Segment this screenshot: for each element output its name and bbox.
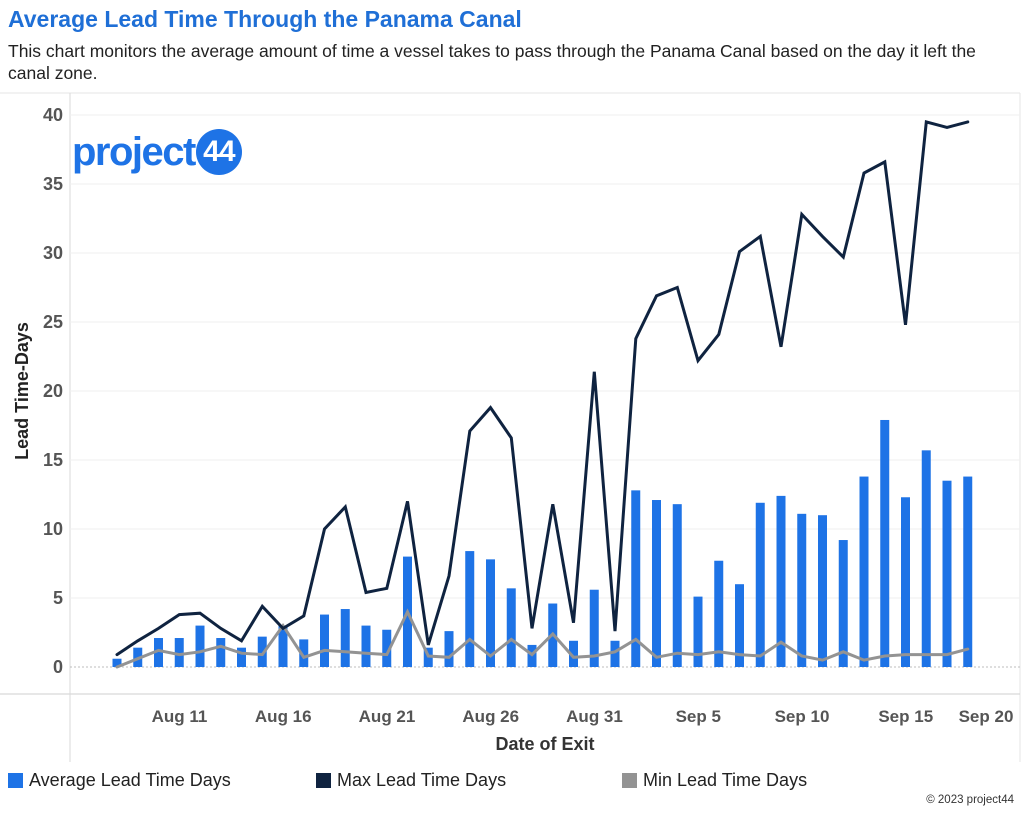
x-tick-0: Aug 11: [152, 707, 208, 726]
avg-bar-36: [859, 476, 869, 667]
avg-bar-37: [880, 419, 890, 667]
x-tick-7: Sep 15: [878, 707, 933, 726]
avg-bar-0: [112, 658, 122, 667]
logo-text: project: [72, 129, 196, 174]
avg-bar-40: [942, 480, 952, 667]
avg-bar-31: [755, 502, 765, 667]
avg-bar-11: [340, 609, 350, 667]
page-title: Average Lead Time Through the Panama Can…: [8, 6, 522, 32]
avg-bar-32: [776, 495, 786, 667]
avg-bar-13: [382, 629, 392, 667]
x-tick-6: Sep 10: [775, 707, 830, 726]
legend-item-min: Min Lead Time Days: [622, 770, 807, 791]
avg-bars: [112, 419, 973, 667]
y-tick-5: 5: [53, 588, 63, 608]
avg-bar-24: [610, 640, 620, 667]
avg-bar-7: [257, 636, 267, 667]
avg-bar-19: [506, 588, 516, 667]
avg-bar-33: [797, 513, 807, 667]
avg-bar-23: [589, 589, 599, 667]
avg-bar-10: [320, 614, 329, 667]
legend-label-max: Max Lead Time Days: [337, 770, 507, 790]
x-axis-label: Date of Exit: [495, 734, 594, 754]
y-tick-20: 20: [43, 381, 63, 401]
project44-logo: project 44: [72, 126, 242, 178]
copyright-notice: © 2023 project44: [926, 794, 1014, 806]
avg-bar-41: [963, 476, 973, 667]
avg-bar-17: [465, 551, 475, 667]
avg-bar-26: [652, 500, 661, 667]
avg-bar-25: [631, 490, 641, 667]
y-tick-labels: 0 5 10 15 20 25 30 35 40: [43, 105, 63, 677]
avg-bar-5: [216, 638, 226, 667]
max-line: [115, 119, 970, 657]
legend-label-avg: Average Lead Time Days: [29, 770, 231, 790]
y-tick-15: 15: [43, 450, 63, 470]
y-axis-label: Lead Time-Days: [12, 322, 32, 460]
x-tick-2: Aug 21: [359, 707, 416, 726]
avg-bar-2: [154, 638, 163, 667]
min-line: [115, 608, 970, 669]
avg-bar-28: [693, 596, 703, 667]
page-subtitle: This chart monitors the average amount o…: [8, 41, 976, 83]
series-lines: [115, 119, 970, 669]
legend-swatch-min: [622, 773, 637, 788]
avg-bar-38: [901, 497, 910, 667]
y-tick-25: 25: [43, 312, 63, 332]
legend-swatch-avg: [8, 773, 23, 788]
x-tick-8: Sep 20: [959, 707, 1014, 726]
avg-bar-3: [174, 638, 184, 667]
x-tick-5: Sep 5: [676, 707, 721, 726]
legend: Average Lead Time Days Max Lead Time Day…: [8, 770, 1024, 796]
avg-bar-39: [921, 450, 931, 667]
legend-item-max: Max Lead Time Days: [316, 770, 506, 791]
avg-bar-35: [838, 540, 848, 667]
avg-bar-9: [299, 639, 309, 667]
avg-bar-8: [278, 625, 288, 667]
logo-badge: 44: [195, 129, 242, 175]
avg-bar-18: [486, 559, 495, 667]
legend-item-avg: Average Lead Time Days: [8, 770, 231, 791]
y-tick-30: 30: [43, 243, 63, 263]
avg-bar-12: [361, 625, 371, 667]
avg-bar-16: [444, 631, 454, 667]
avg-bar-34: [818, 515, 827, 667]
x-tick-3: Aug 26: [462, 707, 519, 726]
avg-bar-22: [569, 640, 578, 667]
avg-bar-6: [237, 647, 246, 667]
x-tick-4: Aug 31: [566, 707, 623, 726]
avg-bar-4: [195, 625, 205, 667]
legend-label-min: Min Lead Time Days: [643, 770, 808, 790]
gridlines: [70, 114, 1020, 668]
legend-swatch-max: [316, 773, 331, 788]
y-tick-40: 40: [43, 105, 63, 125]
x-tick-1: Aug 16: [255, 707, 312, 726]
y-tick-0: 0: [53, 657, 63, 677]
avg-bar-27: [672, 504, 682, 667]
y-tick-10: 10: [43, 519, 63, 539]
avg-bar-29: [714, 560, 724, 667]
y-tick-35: 35: [43, 174, 63, 194]
x-tick-labels: Aug 11 Aug 16 Aug 21 Aug 26 Aug 31 Sep 5 Sep 1…: [152, 707, 1014, 726]
avg-bar-30: [735, 584, 744, 667]
